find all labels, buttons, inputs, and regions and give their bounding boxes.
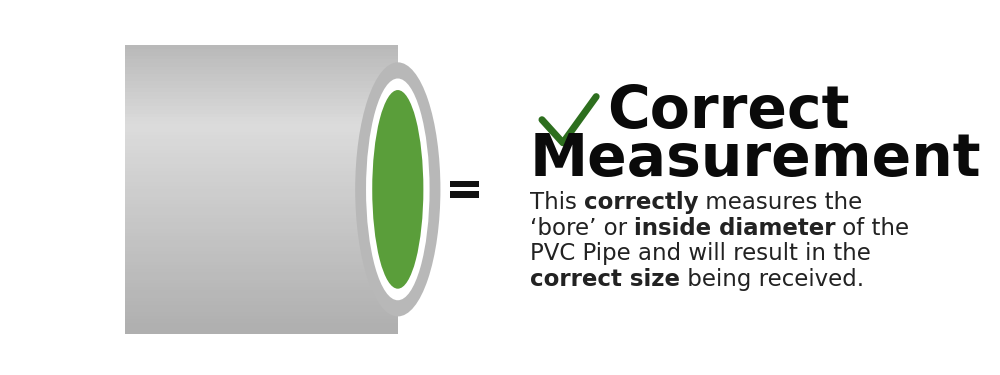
Bar — [86, 117, 398, 121]
Bar — [86, 232, 398, 236]
Bar — [86, 175, 398, 178]
Bar — [86, 146, 398, 150]
Bar — [86, 204, 398, 207]
Text: correctly: correctly — [584, 191, 698, 214]
Bar — [450, 191, 479, 198]
Bar — [86, 323, 398, 327]
Bar — [86, 225, 398, 229]
Bar — [86, 290, 398, 294]
Bar — [86, 153, 398, 157]
Bar — [86, 222, 398, 225]
Bar — [86, 81, 398, 85]
Bar — [86, 142, 398, 146]
Bar — [86, 88, 398, 92]
Bar — [86, 240, 398, 243]
Bar — [86, 258, 398, 262]
Bar — [86, 262, 398, 265]
Bar — [86, 135, 398, 139]
Bar — [86, 320, 398, 323]
Ellipse shape — [355, 62, 440, 316]
Bar — [86, 164, 398, 168]
Bar — [86, 67, 398, 70]
Bar — [86, 272, 398, 276]
Bar — [86, 301, 398, 305]
Bar — [86, 229, 398, 232]
Bar — [86, 309, 398, 312]
Bar — [86, 128, 398, 132]
Text: PVC Pipe and will result in the: PVC Pipe and will result in the — [530, 242, 870, 265]
Bar — [86, 182, 398, 186]
Text: Measurement: Measurement — [530, 131, 981, 188]
Bar — [86, 287, 398, 290]
Text: being received.: being received. — [680, 268, 864, 291]
Bar — [86, 49, 398, 52]
Bar — [86, 132, 398, 135]
Bar — [86, 193, 398, 196]
Text: Correct: Correct — [607, 84, 850, 141]
Bar — [86, 214, 398, 218]
Bar — [86, 211, 398, 214]
Bar — [86, 160, 398, 164]
Bar — [86, 139, 398, 142]
Text: ‘bore’ or: ‘bore’ or — [530, 217, 634, 240]
Bar — [86, 78, 398, 81]
Bar — [86, 45, 398, 49]
Bar — [86, 243, 398, 247]
Bar — [86, 178, 398, 182]
Bar — [86, 99, 398, 103]
Bar — [86, 294, 398, 298]
Bar — [86, 92, 398, 96]
Bar — [86, 330, 398, 334]
Bar — [86, 207, 398, 211]
Bar — [86, 110, 398, 114]
Bar — [86, 265, 398, 269]
Bar — [86, 85, 398, 88]
Bar — [86, 283, 398, 287]
Bar — [86, 157, 398, 160]
Bar — [86, 218, 398, 222]
Bar — [86, 280, 398, 283]
Ellipse shape — [372, 90, 423, 289]
Bar — [86, 298, 398, 301]
Bar — [86, 106, 398, 110]
Bar — [450, 180, 479, 188]
Bar — [86, 168, 398, 171]
Ellipse shape — [366, 78, 430, 300]
Bar — [86, 96, 398, 99]
Bar — [86, 312, 398, 316]
Bar — [86, 124, 398, 128]
Bar — [86, 305, 398, 309]
Bar — [86, 196, 398, 200]
Bar — [86, 150, 398, 153]
Text: correct size: correct size — [530, 268, 680, 291]
Bar — [86, 254, 398, 258]
Bar — [86, 74, 398, 78]
Bar — [86, 121, 398, 124]
Bar — [86, 269, 398, 272]
Bar — [86, 103, 398, 106]
Text: inside diameter: inside diameter — [634, 217, 835, 240]
Bar — [86, 247, 398, 251]
Bar — [86, 200, 398, 204]
Text: measures the: measures the — [698, 191, 862, 214]
Bar — [86, 276, 398, 280]
Bar — [86, 52, 398, 56]
Bar — [86, 186, 398, 189]
Bar — [86, 59, 398, 63]
Text: of the: of the — [835, 217, 910, 240]
Bar — [86, 236, 398, 240]
Bar — [86, 189, 398, 193]
Text: This: This — [530, 191, 584, 214]
Bar — [86, 171, 398, 175]
Bar — [86, 316, 398, 320]
Bar — [86, 114, 398, 117]
Bar — [86, 251, 398, 254]
Bar — [86, 327, 398, 330]
Bar — [86, 70, 398, 74]
Bar — [86, 63, 398, 67]
Bar — [86, 56, 398, 59]
